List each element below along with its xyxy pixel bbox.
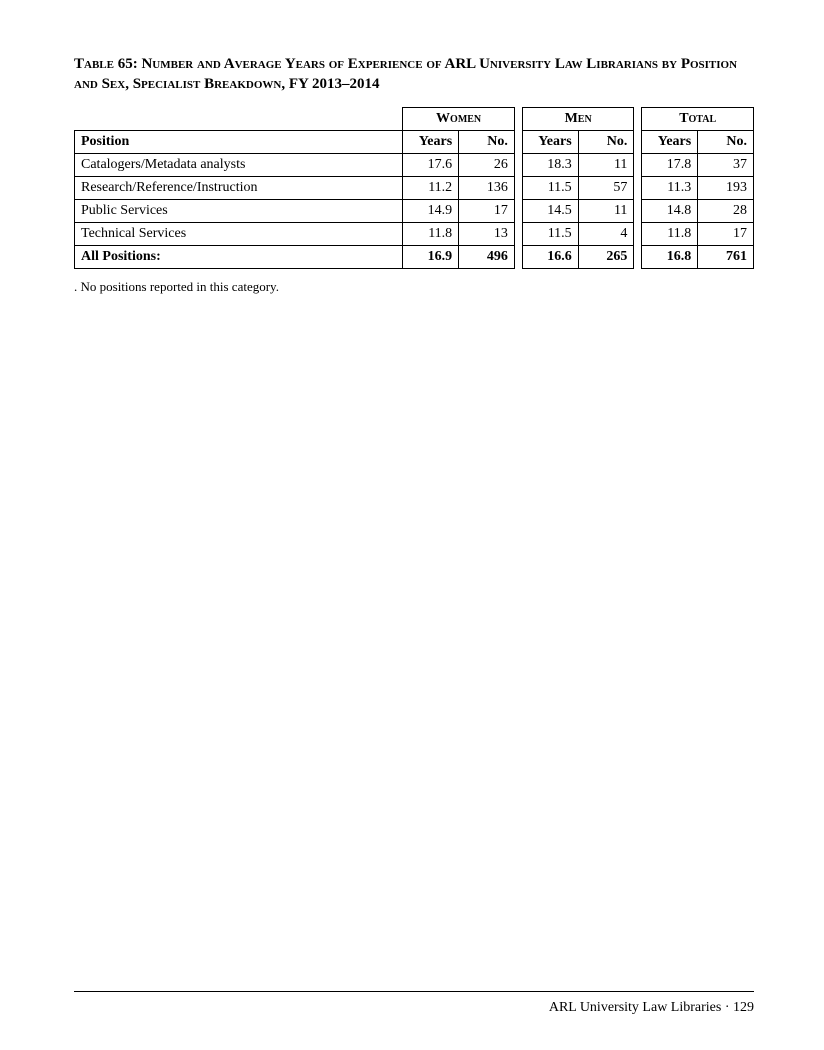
cell-value: 16.9 bbox=[403, 245, 459, 268]
cell-position: Catalogers/Metadata analysts bbox=[75, 153, 403, 176]
cell-value: 37 bbox=[698, 153, 754, 176]
spacer bbox=[634, 153, 642, 176]
cell-value: 761 bbox=[698, 245, 754, 268]
cell-value: 11.5 bbox=[522, 176, 578, 199]
header-men: Men bbox=[522, 107, 634, 130]
spacer bbox=[514, 245, 522, 268]
footer-rule bbox=[74, 991, 754, 992]
cell-value: 14.8 bbox=[642, 199, 698, 222]
table-row: Technical Services 11.8 13 11.5 4 11.8 1… bbox=[75, 222, 754, 245]
cell-value: 28 bbox=[698, 199, 754, 222]
cell-position: Research/Reference/Instruction bbox=[75, 176, 403, 199]
table-title: Table 65: Number and Average Years of Ex… bbox=[74, 54, 754, 95]
cell-position: Public Services bbox=[75, 199, 403, 222]
spacer bbox=[634, 107, 642, 130]
cell-value: 136 bbox=[459, 176, 515, 199]
cell-value: 11.8 bbox=[642, 222, 698, 245]
cell-position: All Positions: bbox=[75, 245, 403, 268]
spacer bbox=[514, 176, 522, 199]
spacer bbox=[634, 222, 642, 245]
table-row: Catalogers/Metadata analysts 17.6 26 18.… bbox=[75, 153, 754, 176]
spacer bbox=[514, 130, 522, 153]
spacer bbox=[634, 130, 642, 153]
header-years: Years bbox=[522, 130, 578, 153]
cell-value: 26 bbox=[459, 153, 515, 176]
cell-value: 14.5 bbox=[522, 199, 578, 222]
cell-value: 17.6 bbox=[403, 153, 459, 176]
spacer bbox=[514, 222, 522, 245]
cell-value: 11.5 bbox=[522, 222, 578, 245]
header-blank bbox=[75, 107, 403, 130]
cell-value: 17 bbox=[698, 222, 754, 245]
cell-value: 14.9 bbox=[403, 199, 459, 222]
header-years: Years bbox=[403, 130, 459, 153]
spacer bbox=[634, 245, 642, 268]
footer-text: ARL University Law Libraries · 129 bbox=[549, 1000, 754, 1016]
cell-value: 11 bbox=[578, 199, 634, 222]
header-position: Position bbox=[75, 130, 403, 153]
cell-value: 11.2 bbox=[403, 176, 459, 199]
cell-value: 11.8 bbox=[403, 222, 459, 245]
cell-value: 193 bbox=[698, 176, 754, 199]
table-row: All Positions: 16.9 496 16.6 265 16.8 76… bbox=[75, 245, 754, 268]
spacer bbox=[514, 107, 522, 130]
spacer bbox=[514, 199, 522, 222]
cell-position: Technical Services bbox=[75, 222, 403, 245]
footnote: . No positions reported in this category… bbox=[74, 279, 754, 295]
header-total: Total bbox=[642, 107, 754, 130]
cell-value: 496 bbox=[459, 245, 515, 268]
cell-value: 16.6 bbox=[522, 245, 578, 268]
spacer bbox=[634, 199, 642, 222]
cell-value: 17.8 bbox=[642, 153, 698, 176]
header-no: No. bbox=[578, 130, 634, 153]
table-row: Public Services 14.9 17 14.5 11 14.8 28 bbox=[75, 199, 754, 222]
header-no: No. bbox=[459, 130, 515, 153]
data-table: Women Men Total Position Years No. Years… bbox=[74, 107, 754, 269]
header-women: Women bbox=[403, 107, 515, 130]
spacer bbox=[514, 153, 522, 176]
cell-value: 57 bbox=[578, 176, 634, 199]
spacer bbox=[634, 176, 642, 199]
header-years: Years bbox=[642, 130, 698, 153]
cell-value: 18.3 bbox=[522, 153, 578, 176]
cell-value: 13 bbox=[459, 222, 515, 245]
table-row: Research/Reference/Instruction 11.2 136 … bbox=[75, 176, 754, 199]
cell-value: 17 bbox=[459, 199, 515, 222]
cell-value: 11.3 bbox=[642, 176, 698, 199]
header-no: No. bbox=[698, 130, 754, 153]
cell-value: 11 bbox=[578, 153, 634, 176]
cell-value: 265 bbox=[578, 245, 634, 268]
cell-value: 16.8 bbox=[642, 245, 698, 268]
cell-value: 4 bbox=[578, 222, 634, 245]
